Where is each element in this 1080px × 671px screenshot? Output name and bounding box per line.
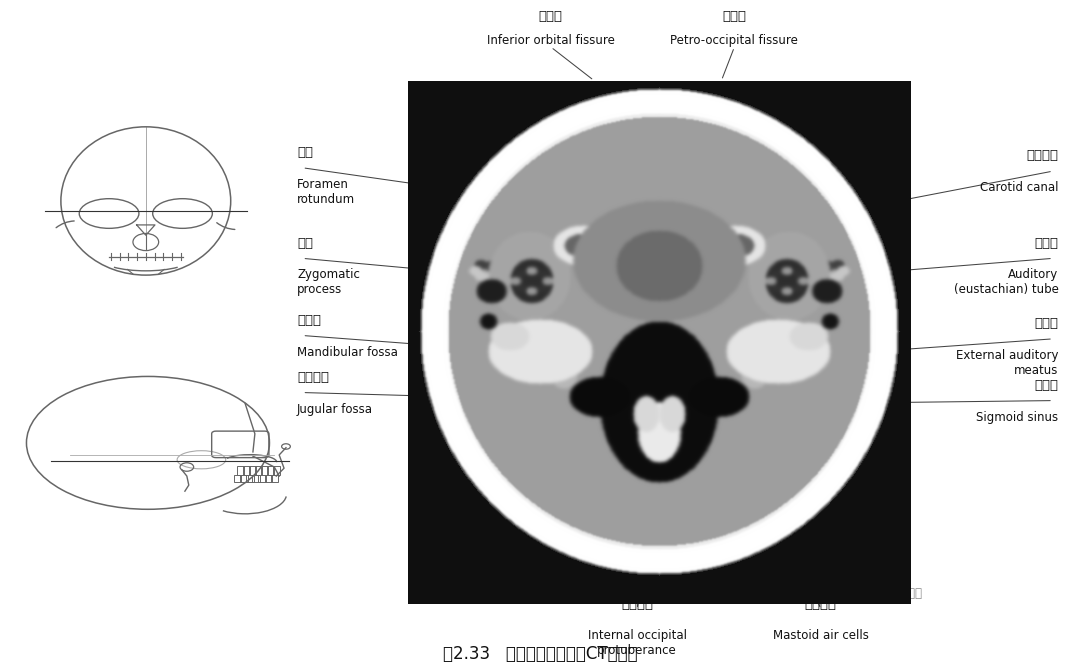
- Text: Internal occipital
protuberance: Internal occipital protuberance: [588, 629, 687, 658]
- Text: L: L: [899, 335, 907, 350]
- Text: 圆孔: 圆孔: [297, 146, 313, 159]
- Text: 熊猫放射: 熊猫放射: [894, 587, 922, 601]
- Text: 枕内隆凸: 枕内隆凸: [621, 598, 653, 611]
- Text: External auditory
meatus: External auditory meatus: [956, 349, 1058, 377]
- Text: Sigmoid sinus: Sigmoid sinus: [976, 411, 1058, 423]
- Text: 外耳道: 外耳道: [1035, 317, 1058, 330]
- Text: Auditory
(eustachian) tube: Auditory (eustachian) tube: [954, 268, 1058, 297]
- Text: Zygomatic
process: Zygomatic process: [297, 268, 360, 297]
- Text: 颈静脉窝: 颈静脉窝: [297, 371, 329, 384]
- Text: 下颌窝: 下颌窝: [297, 314, 321, 327]
- Text: Petro-occipital fissure: Petro-occipital fissure: [671, 34, 798, 46]
- Text: Inferior orbital fissure: Inferior orbital fissure: [487, 34, 615, 46]
- Text: A: A: [653, 85, 664, 100]
- Text: R: R: [414, 335, 424, 350]
- Text: 图2.33   枕骨和枕内隆凸，CT，轴位: 图2.33 枕骨和枕内隆凸，CT，轴位: [443, 645, 637, 662]
- Text: Mandibular fossa: Mandibular fossa: [297, 346, 397, 358]
- Text: Foramen
rotundum: Foramen rotundum: [297, 178, 355, 206]
- Text: 咽鼓管: 咽鼓管: [1035, 237, 1058, 250]
- Text: Jugular fossa: Jugular fossa: [297, 403, 373, 415]
- Text: 乳突小房: 乳突小房: [805, 598, 837, 611]
- Text: 颧突: 颧突: [297, 237, 313, 250]
- Text: 乙状窦: 乙状窦: [1035, 379, 1058, 392]
- Text: P: P: [653, 584, 664, 599]
- Text: 眶下裂: 眶下裂: [539, 11, 563, 23]
- Text: Carotid canal: Carotid canal: [980, 181, 1058, 194]
- Text: 岩枕裂: 岩枕裂: [723, 11, 746, 23]
- Text: Mastoid air cells: Mastoid air cells: [773, 629, 868, 642]
- Text: 颈动脉管: 颈动脉管: [1026, 150, 1058, 162]
